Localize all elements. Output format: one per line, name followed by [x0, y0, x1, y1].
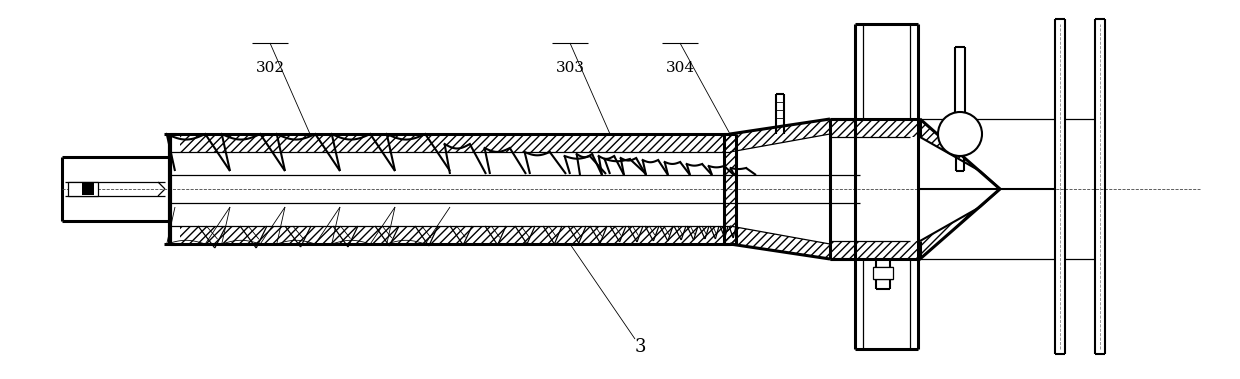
Bar — [830, 119, 920, 137]
Text: 303: 303 — [556, 61, 584, 75]
Text: 302: 302 — [255, 61, 284, 75]
Bar — [68, 182, 98, 196]
Bar — [830, 241, 920, 259]
Bar — [180, 226, 730, 244]
Bar — [180, 134, 730, 152]
Bar — [82, 183, 94, 195]
Bar — [873, 267, 893, 279]
Bar — [724, 134, 737, 244]
Text: 304: 304 — [666, 61, 694, 75]
Text: 3: 3 — [634, 338, 646, 356]
Circle shape — [937, 112, 982, 156]
